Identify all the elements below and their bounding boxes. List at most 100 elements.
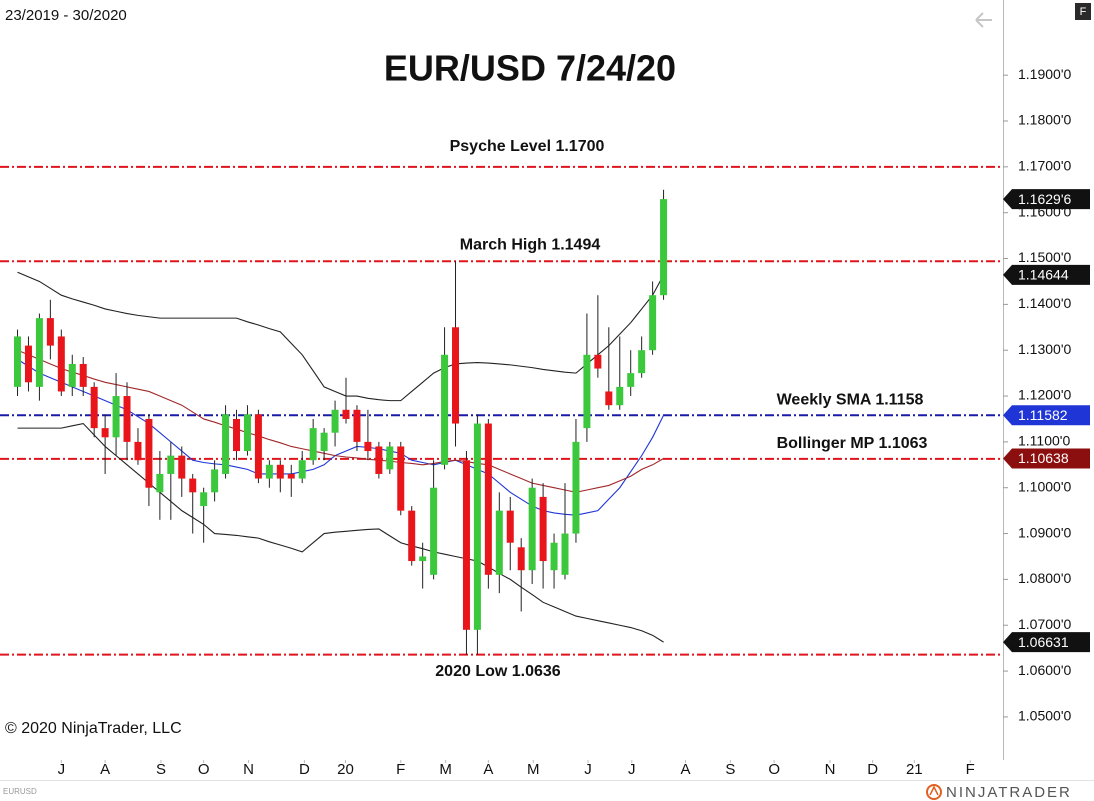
candle-body	[265, 464, 273, 479]
candle-body	[243, 414, 251, 452]
y-tick-label: 1.1400'0	[1018, 295, 1071, 311]
candle-body	[375, 446, 383, 474]
price-marker-label: 1.06631	[1018, 634, 1069, 650]
price-marker-label: 1.10638	[1018, 450, 1069, 466]
candle-body	[331, 409, 339, 433]
candle-body	[35, 318, 43, 387]
candle-body	[14, 336, 22, 387]
level-label: Bollinger MP 1.1063	[777, 435, 928, 452]
y-tick-label: 1.0900'0	[1018, 524, 1071, 540]
candle-body	[189, 478, 197, 493]
candle-body	[353, 409, 361, 442]
candle-body	[649, 295, 657, 351]
candle-body	[90, 386, 98, 429]
candle-body	[254, 414, 262, 479]
candle-body	[24, 345, 32, 383]
arrow-icon[interactable]	[975, 12, 992, 28]
x-tick-label: S	[725, 761, 735, 778]
candle-body	[419, 556, 427, 562]
panel-button-label[interactable]: F	[1080, 6, 1087, 18]
candle-body	[397, 446, 405, 511]
x-tick-label: S	[156, 761, 166, 778]
candle-body	[178, 455, 186, 479]
candle-body	[452, 327, 460, 424]
panel-button[interactable]: F	[1075, 3, 1091, 20]
y-tick-label: 1.1000'0	[1018, 478, 1071, 494]
candle-body	[287, 473, 295, 479]
instrument-label: EURUSD	[3, 787, 37, 796]
candle-body	[408, 510, 416, 562]
x-tick-label: 20	[337, 761, 354, 778]
candle-body	[309, 428, 317, 461]
candle-body	[342, 409, 350, 419]
candle-body	[222, 414, 230, 474]
x-tick-label: D	[299, 761, 310, 778]
candle-body	[123, 396, 131, 442]
candle-body	[528, 487, 536, 571]
candle-body	[145, 418, 153, 488]
x-tick-label: J	[584, 761, 592, 778]
candle-body	[112, 396, 120, 438]
indicator-line	[17, 349, 664, 493]
x-tick-label: M	[439, 761, 452, 778]
y-tick-label: 1.1500'0	[1018, 249, 1071, 265]
candle-body	[561, 533, 569, 575]
x-tick-label: 21	[906, 761, 923, 778]
candle-body	[495, 510, 503, 575]
y-tick-label: 1.1800'0	[1018, 112, 1071, 128]
candle-body	[320, 432, 328, 452]
candle-body	[539, 496, 547, 562]
x-tick-label: N	[825, 761, 836, 778]
candle-body	[583, 354, 591, 429]
candle-body	[134, 441, 142, 461]
candle-body	[594, 354, 602, 369]
candle-body	[200, 492, 208, 507]
candle-body	[605, 391, 613, 406]
candle-body	[506, 510, 514, 543]
level-label: Weekly SMA 1.1158	[777, 392, 924, 409]
x-tick-label: J	[58, 761, 66, 778]
y-tick-label: 1.1300'0	[1018, 341, 1071, 357]
level-label: Psyche Level 1.1700	[450, 138, 605, 155]
x-tick-label: F	[396, 761, 405, 778]
brand-name: NINJATRADER	[946, 784, 1072, 801]
brand-icon	[926, 784, 942, 800]
price-marker-label: 1.14644	[1018, 267, 1069, 283]
y-tick-label: 1.0800'0	[1018, 570, 1071, 586]
price-marker	[1003, 448, 1090, 469]
y-tick-label: 1.0700'0	[1018, 616, 1071, 632]
x-tick-label: J	[628, 761, 636, 778]
candle-body	[462, 460, 470, 630]
y-tick-label: 1.1100'0	[1018, 433, 1070, 449]
candle-body	[298, 460, 306, 479]
indicator-line	[17, 422, 664, 643]
panel-button-box[interactable]	[1075, 3, 1091, 20]
x-tick-label: O	[768, 761, 780, 778]
price-marker-label: 1.11582	[1018, 407, 1068, 423]
candle-body	[550, 542, 558, 571]
level-label: March High 1.1494	[460, 236, 601, 253]
level-label: 2020 Low 1.0636	[435, 663, 561, 680]
x-tick-label: A	[483, 761, 493, 778]
candle-body	[364, 441, 372, 452]
brand-icon-mark	[929, 785, 939, 796]
candle-body	[441, 354, 449, 465]
range-label: 23/2019 - 30/2020	[5, 7, 127, 24]
x-tick-label: A	[680, 761, 690, 778]
candle-body	[517, 547, 525, 571]
back-arrow[interactable]	[975, 12, 992, 28]
price-marker	[1003, 405, 1090, 426]
price-marker	[1003, 264, 1090, 285]
price-marker	[1003, 189, 1090, 210]
indicator-line	[17, 271, 665, 402]
x-tick-label: F	[966, 761, 975, 778]
y-tick-label: 1.0500'0	[1018, 708, 1071, 724]
candle-body	[638, 350, 646, 374]
candle-body	[167, 455, 175, 474]
candle-body	[276, 464, 284, 479]
y-tick-label: 1.1200'0	[1018, 387, 1071, 403]
candle-body	[660, 199, 668, 296]
candle-body	[156, 473, 164, 493]
candle-body	[616, 386, 624, 406]
